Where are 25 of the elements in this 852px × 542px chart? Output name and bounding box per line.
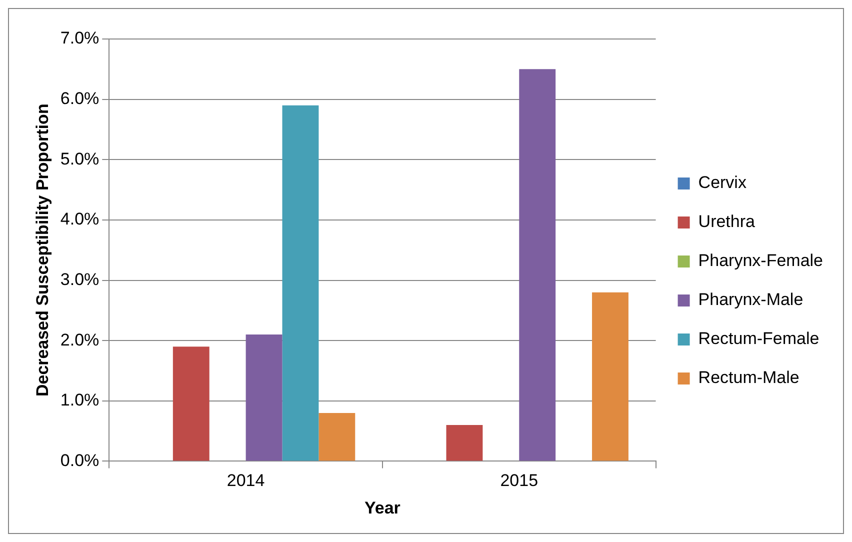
legend-label: Rectum-Female — [698, 329, 820, 348]
y-tick-label: 1.0% — [60, 390, 100, 410]
legend-label: Rectum-Male — [698, 368, 800, 388]
legend-label: Urethra — [698, 212, 756, 232]
y-tick-label: 6.0% — [60, 89, 100, 108]
bar — [318, 412, 356, 461]
x-axis-title: Year — [364, 498, 401, 518]
bar — [282, 105, 319, 461]
y-axis-title: Decreased Susceptibility Proportion — [32, 104, 52, 397]
legend-label: Pharynx-Male — [698, 290, 804, 310]
y-tick-label: 0.0% — [60, 450, 100, 470]
y-tick-label: 5.0% — [60, 149, 100, 168]
y-tick-label: 7.0% — [60, 28, 100, 48]
bar — [172, 346, 210, 461]
bar — [592, 292, 628, 461]
bar — [246, 334, 282, 461]
legend-label: Cervix — [698, 173, 747, 192]
legend-label: Pharynx-Female — [698, 251, 824, 270]
y-tick-label: 3.0% — [60, 270, 100, 289]
y-tick-label: 2.0% — [60, 330, 100, 350]
bar — [446, 425, 483, 461]
x-tick-label: 2014 — [226, 471, 265, 490]
x-tick-label: 2015 — [500, 471, 538, 490]
bar — [519, 69, 556, 461]
y-tick-label: 4.0% — [60, 210, 100, 229]
